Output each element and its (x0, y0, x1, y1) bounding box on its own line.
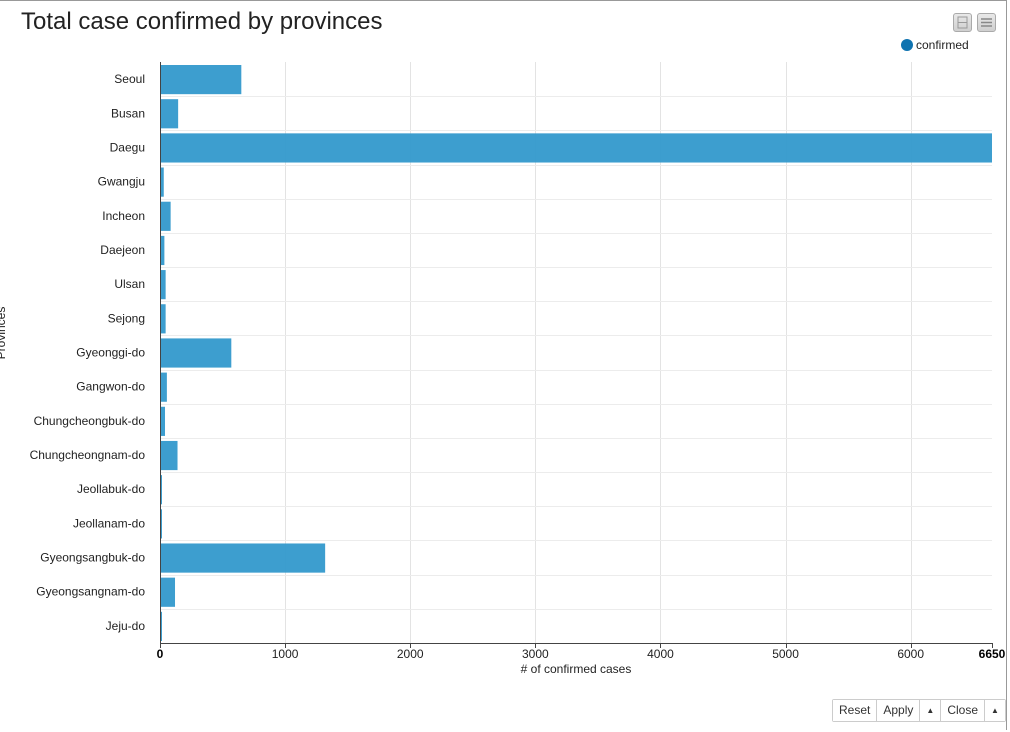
category-label: Gyeongsangnam-do (36, 585, 145, 599)
bar-daejeon (160, 235, 165, 266)
bar-sejong (160, 304, 166, 334)
bar-gyeongsangbuk-do (160, 543, 326, 573)
bar-daegu (160, 133, 992, 163)
category-label: Chungcheongnam-do (30, 448, 146, 462)
bar-busan (160, 99, 179, 129)
category-label: Chungcheongbuk-do (34, 414, 146, 428)
category-label: Ulsan (114, 277, 145, 291)
category-label: Gyeongsangbuk-do (40, 551, 145, 565)
x-tick-label: 2000 (397, 647, 424, 661)
bar-gyeonggi-do (160, 338, 232, 368)
category-label: Incheon (102, 209, 145, 223)
x-tick-label: 1000 (272, 647, 299, 661)
action-toolbar: Reset Apply ▲ Close ▲ (832, 699, 1006, 722)
category-label: Busan (111, 106, 145, 120)
legend[interactable]: confirmed (901, 38, 969, 52)
bar-ulsan (160, 270, 166, 300)
legend-label: confirmed (916, 38, 969, 52)
apply-button[interactable]: Apply (877, 700, 921, 721)
menu-icon[interactable] (977, 13, 996, 32)
category-label: Jeju-do (106, 619, 146, 633)
collapse-icon[interactable] (953, 13, 972, 32)
close-caret-icon[interactable]: ▲ (985, 700, 1005, 721)
category-label: Gangwon-do (76, 380, 145, 394)
chart-title: Total case confirmed by provinces (21, 8, 383, 35)
x-tick-label: 4000 (647, 647, 674, 661)
bar-chungcheongnam-do (160, 440, 178, 471)
bar-gyeongsangnam-do (160, 577, 176, 607)
category-label: Seoul (114, 72, 145, 86)
apply-caret-icon[interactable]: ▲ (920, 700, 942, 721)
category-label: Jeollanam-do (73, 516, 145, 530)
bar-gwangju (160, 167, 164, 197)
x-tick-label: 5000 (772, 647, 799, 661)
category-label: Gyeonggi-do (76, 346, 145, 360)
reset-button[interactable]: Reset (833, 700, 878, 721)
legend-dot-icon (901, 39, 913, 51)
bar-incheon (160, 201, 171, 231)
x-tick-label: 3000 (522, 647, 549, 661)
y-axis-label: Provinces (0, 307, 8, 360)
category-label: Sejong (108, 311, 145, 325)
x-axis-label: # of confirmed cases (521, 662, 632, 676)
x-tick-label: 6650 (979, 647, 1006, 661)
page-edge (1007, 640, 1010, 732)
bar-seoul (160, 65, 242, 95)
category-label: Daejeon (100, 243, 145, 257)
bar-gangwon-do (160, 372, 167, 402)
category-label: Jeollabuk-do (77, 482, 145, 496)
category-label: Daegu (110, 140, 145, 154)
bar-chungcheongbuk-do (160, 406, 166, 436)
x-tick-label: 6000 (897, 647, 924, 661)
category-label: Gwangju (98, 175, 145, 189)
x-tick-label: 0 (157, 647, 164, 661)
close-button[interactable]: Close (941, 700, 985, 721)
